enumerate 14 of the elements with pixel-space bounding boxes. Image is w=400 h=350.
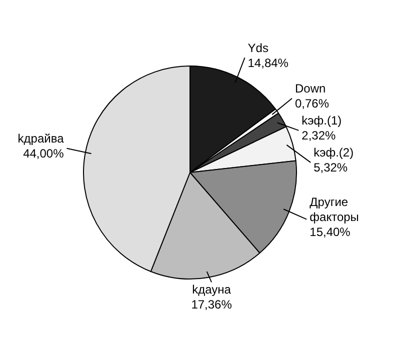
data-label: 44,00% [23, 146, 64, 161]
data-label: 17,36% [191, 297, 232, 312]
slice-label: Down [294, 82, 326, 96]
data-label: 2,32% [302, 128, 336, 143]
data-label: 0,76% [294, 96, 330, 111]
slice-label: kэф.(2) [314, 146, 354, 160]
slice-label: Yds [248, 41, 268, 56]
slice-label: kэф.(1) [302, 114, 342, 128]
data-label: 15,40% [310, 225, 351, 240]
slice-label: kдауна [192, 282, 232, 296]
slice-label: kдрайва [18, 132, 64, 146]
data-label: 5,32% [314, 160, 348, 175]
data-label: 14,84% [248, 56, 289, 70]
slice-label: Другие факторы [310, 195, 359, 224]
